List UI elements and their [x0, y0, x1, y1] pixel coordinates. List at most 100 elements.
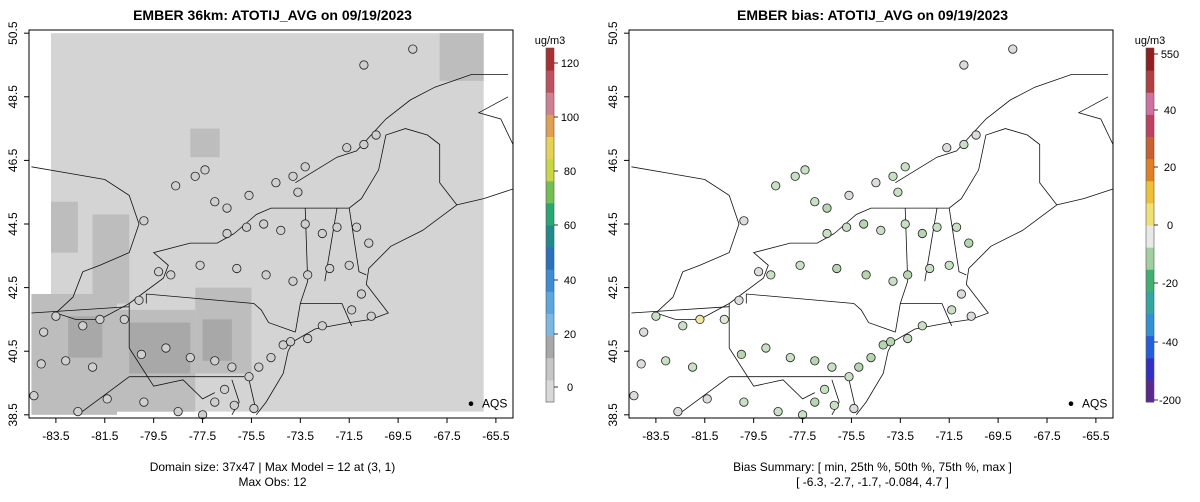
station-point	[866, 352, 876, 363]
station-point	[408, 44, 418, 54]
boundary-line	[728, 347, 815, 400]
station-point	[766, 270, 776, 280]
bias-summary-values: [ -6.3, -2.7, -1.7, -0.084, 4.7 ]	[796, 475, 949, 489]
station-point	[888, 276, 898, 286]
model-grid-cells	[190, 128, 220, 158]
station-point	[139, 397, 149, 407]
station-point	[300, 162, 310, 172]
y-tick-label: 50.5	[606, 21, 620, 45]
station-point	[754, 267, 764, 277]
bias-summary-caption: Bias Summary: [ min, 25th %, 50th %, 75t…	[733, 460, 1012, 474]
station-point	[254, 362, 264, 372]
station-point	[761, 343, 771, 353]
x-tick-label: -75.5	[238, 429, 266, 443]
station-point	[356, 289, 366, 299]
station-point	[220, 384, 230, 394]
colorbar-segment	[546, 180, 554, 204]
station-point	[300, 219, 310, 229]
colorbar-segment	[1146, 247, 1154, 270]
station-point	[136, 349, 146, 359]
station-point	[810, 197, 820, 207]
x-tick-label: -83.5	[42, 429, 70, 443]
station-point	[210, 197, 220, 207]
station-point	[119, 314, 129, 324]
boundary-line	[477, 96, 514, 145]
x-tick-label: -71.5	[336, 429, 364, 443]
boundary-line	[631, 306, 730, 314]
station-point	[371, 130, 381, 140]
station-point	[134, 295, 144, 305]
y-tick-label: 40.5	[6, 339, 20, 363]
station-point	[139, 216, 149, 226]
station-point	[288, 276, 298, 286]
colorbar-tick-label: 550	[1161, 49, 1179, 61]
colorbar-segment	[1146, 291, 1154, 314]
x-tick-label: -67.5	[433, 429, 461, 443]
colorbar-segment	[546, 313, 554, 337]
station-point	[795, 260, 805, 270]
station-point	[636, 359, 646, 369]
colorbar-segment	[1146, 48, 1154, 71]
x-tick-label: -77.5	[789, 429, 817, 443]
station-point	[347, 305, 357, 315]
colorbar-tick-label: 0	[567, 382, 573, 394]
station-point	[971, 130, 981, 140]
station-point	[293, 187, 303, 197]
station-point	[154, 267, 164, 277]
station-point	[232, 263, 242, 274]
station-point	[951, 222, 962, 232]
station-point	[200, 165, 210, 175]
station-point	[51, 311, 61, 321]
x-tick-label: -65.5	[1082, 429, 1110, 443]
legend-marker	[1068, 401, 1074, 406]
colorbar-segment	[1146, 335, 1154, 359]
station-point	[959, 139, 969, 150]
colorbar-segment	[1146, 158, 1154, 182]
y-tick-label: 48.5	[6, 85, 20, 109]
y-tick-label: 46.5	[606, 148, 620, 172]
station-point	[688, 362, 698, 372]
x-tick-label: -83.5	[642, 429, 670, 443]
boundary-line	[948, 208, 967, 276]
boundary-line	[900, 303, 953, 326]
station-point	[942, 143, 952, 153]
colorbar-segment	[546, 335, 554, 359]
x-tick-label: -69.5	[384, 429, 412, 443]
station-point	[871, 178, 881, 188]
station-point	[244, 372, 254, 382]
x-tick-label: -79.5	[740, 429, 768, 443]
chart-title: EMBER 36km: ATOTIJ_AVG on 09/19/2023	[133, 7, 412, 23]
bias-panel: EMBER bias: ATOTIJ_AVG on 09/19/2023 -83…	[600, 0, 1200, 502]
station-point	[827, 362, 837, 372]
station-point	[844, 372, 854, 382]
boundary-line	[55, 233, 235, 320]
y-tick-label: 48.5	[606, 85, 620, 109]
station-point	[95, 314, 105, 324]
station-point	[661, 356, 671, 366]
station-point	[736, 349, 746, 359]
station-point	[303, 270, 313, 280]
station-point	[222, 203, 232, 213]
station-point	[739, 216, 749, 226]
y-tick-label: 42.5	[606, 276, 620, 300]
station-point	[285, 337, 296, 347]
station-point	[185, 352, 195, 363]
station-point	[359, 60, 369, 70]
domain-size-caption: Domain size: 37x47 | Max Model = 12 at (…	[149, 460, 396, 474]
x-tick-label: -71.5	[936, 429, 964, 443]
station-point	[771, 181, 781, 191]
station-point	[161, 343, 171, 353]
x-tick-label: -81.5	[691, 429, 719, 443]
station-point	[332, 222, 342, 232]
colorbar-segment	[546, 379, 554, 403]
x-tick-label: -75.5	[838, 429, 866, 443]
colorbar-segment	[1146, 269, 1154, 292]
model-grid-cells	[202, 319, 232, 361]
boundary-line	[145, 293, 296, 333]
boundary-line	[745, 293, 896, 333]
station-point	[227, 362, 237, 372]
colorbar-tick-label: 40	[1164, 105, 1176, 117]
station-point	[854, 362, 864, 372]
legend-label: AQS	[482, 397, 507, 411]
legend-marker	[468, 401, 474, 406]
